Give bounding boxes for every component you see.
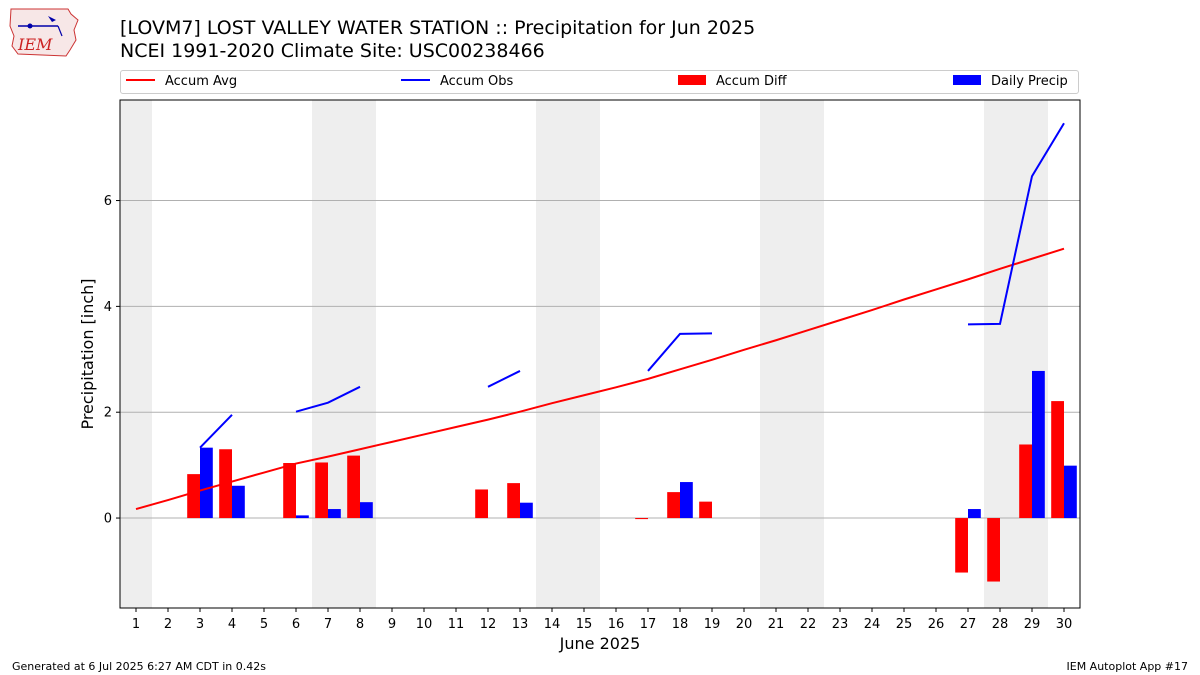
x-tick-label: 12: [480, 617, 497, 632]
daily-precip-bar: [232, 485, 245, 519]
legend-item-accum-obs: Accum Obs: [401, 74, 513, 92]
accum-obs-line: [487, 370, 521, 388]
logo-text: IEM: [17, 35, 53, 54]
accum-diff-bar: [475, 489, 488, 519]
x-tick-label: 2: [164, 617, 172, 632]
legend-swatch: [678, 75, 706, 85]
x-tick-label: 9: [388, 617, 396, 632]
plot-frame: [119, 99, 1081, 609]
accum-diff-bar: [699, 501, 712, 519]
legend-swatch: [953, 75, 981, 85]
weekend-shade: [120, 100, 152, 608]
accum-obs-line: [647, 332, 713, 372]
y-tick-label: 0: [104, 512, 112, 527]
accum-diff-bar: [987, 518, 1000, 582]
legend-label: Accum Obs: [440, 74, 514, 89]
x-tick-label: 14: [544, 617, 561, 632]
legend-swatch: [126, 79, 155, 81]
chart-title: [LOVM7] LOST VALLEY WATER STATION :: Pre…: [120, 17, 756, 39]
legend-item-accum-diff: Accum Diff: [678, 74, 787, 92]
x-tick-label: 10: [416, 617, 433, 632]
daily-precip-bar: [1064, 465, 1077, 519]
weekend-shade: [312, 100, 376, 608]
daily-precip-bar: [200, 447, 213, 519]
x-tick-label: 17: [640, 617, 657, 632]
legend-item-daily-precip: Daily Precip: [953, 74, 1068, 92]
x-tick-label: 30: [1056, 617, 1073, 632]
x-tick-label: 27: [960, 617, 977, 632]
x-tick-label: 5: [260, 617, 268, 632]
x-tick-label: 26: [928, 617, 945, 632]
accum-diff-bar: [1051, 401, 1064, 519]
iem-logo: IEM: [9, 8, 79, 57]
accum-diff-bar: [667, 492, 680, 519]
x-tick-label: 21: [768, 617, 785, 632]
daily-precip-bar: [680, 482, 693, 519]
y-tick-label: 2: [104, 406, 112, 421]
daily-precip-bar: [296, 515, 309, 519]
iowa-outline-icon: [9, 8, 79, 57]
weekend-shade: [760, 100, 824, 608]
y-tick-label: 6: [104, 194, 112, 209]
accum-diff-bar: [955, 518, 968, 573]
x-tick-label: 19: [704, 617, 721, 632]
x-axis-label: June 2025: [559, 634, 641, 653]
daily-precip-bar: [360, 502, 373, 519]
legend-swatch: [401, 79, 430, 81]
x-tick-label: 18: [672, 617, 689, 632]
daily-precip-bar: [520, 502, 533, 519]
legend: Accum Avg Accum Obs Accum Diff Daily Pre…: [120, 70, 1079, 94]
legend-item-accum-avg: Accum Avg: [126, 74, 237, 92]
legend-label: Accum Diff: [716, 74, 787, 89]
daily-precip-bar: [968, 509, 981, 519]
x-tick-label: 11: [448, 617, 465, 632]
x-tick-label: 4: [228, 617, 236, 632]
x-tick-label: 29: [1024, 617, 1041, 632]
x-tick-label: 20: [736, 617, 753, 632]
daily-precip-bar: [328, 509, 341, 519]
legend-label: Daily Precip: [991, 74, 1068, 89]
accum-diff-bar: [507, 483, 520, 519]
weekend-shade: [536, 100, 600, 608]
x-tick-label: 23: [832, 617, 849, 632]
y-tick-label: 4: [104, 300, 112, 315]
x-tick-label: 15: [576, 617, 593, 632]
accum-diff-bar: [283, 463, 296, 519]
x-tick-label: 25: [896, 617, 913, 632]
x-tick-label: 22: [800, 617, 817, 632]
accum-diff-bar: [347, 455, 360, 519]
accum-diff-bar: [635, 518, 648, 520]
accum-avg-line: [135, 247, 1065, 511]
x-tick-label: 8: [356, 617, 364, 632]
x-tick-label: 7: [324, 617, 332, 632]
x-tick-label: 13: [512, 617, 529, 632]
x-tick-label: 24: [864, 617, 881, 632]
x-tick-label: 16: [608, 617, 625, 632]
accum-obs-line: [199, 414, 233, 449]
x-tick-label: 28: [992, 617, 1009, 632]
accum-diff-bar: [315, 462, 328, 519]
daily-precip-bar: [1032, 370, 1045, 519]
y-axis-label: Precipitation [inch]: [78, 278, 97, 429]
x-tick-label: 3: [196, 617, 204, 632]
x-tick-label: 1: [132, 617, 140, 632]
chart-subtitle: NCEI 1991-2020 Climate Site: USC00238466: [120, 40, 545, 62]
accum-obs-line: [295, 385, 361, 413]
footer-generated: Generated at 6 Jul 2025 6:27 AM CDT in 0…: [12, 660, 266, 673]
accum-diff-bar: [1019, 444, 1032, 519]
footer-app: IEM Autoplot App #17: [1066, 660, 1189, 673]
accum-diff-bar: [187, 474, 200, 519]
accum-obs-line: [967, 122, 1065, 326]
legend-label: Accum Avg: [165, 74, 238, 89]
x-tick-label: 6: [292, 617, 300, 632]
